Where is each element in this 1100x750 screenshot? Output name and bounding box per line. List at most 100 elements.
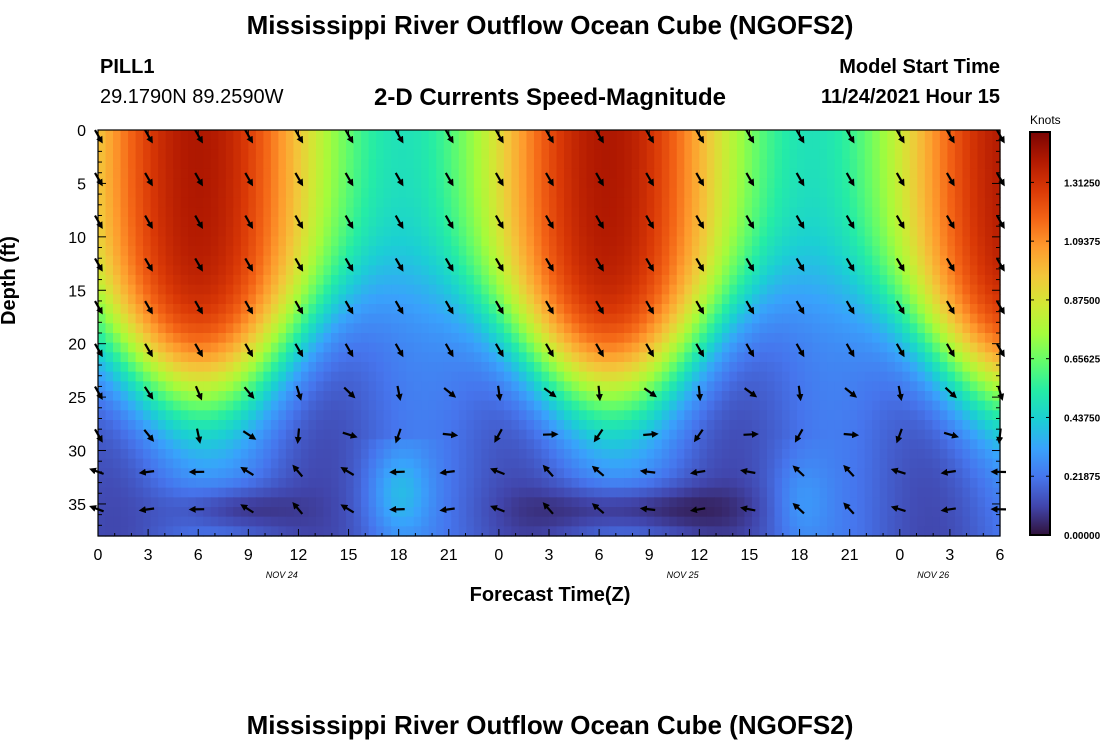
heatmap-cell <box>338 458 347 469</box>
heatmap-cell <box>932 304 941 315</box>
heatmap-cell <box>518 333 528 344</box>
heatmap-cell <box>308 429 317 440</box>
heatmap-cell <box>300 342 310 353</box>
heatmap-cell <box>932 149 941 160</box>
heatmap-cell <box>421 507 430 518</box>
heatmap-cell <box>661 207 670 218</box>
heatmap-cell <box>894 458 903 469</box>
heatmap-cell <box>443 139 452 150</box>
heatmap-cell <box>368 439 377 450</box>
heatmap-cell <box>699 381 708 392</box>
heatmap-cell <box>819 178 828 189</box>
heatmap-cell <box>195 236 204 247</box>
heatmap-cell <box>443 371 452 382</box>
heatmap-cell <box>902 284 911 295</box>
heatmap-cell <box>511 139 520 150</box>
heatmap-cell <box>969 217 979 228</box>
heatmap-cell <box>556 497 565 508</box>
heatmap-cell <box>909 149 918 160</box>
heatmap-cell <box>466 420 475 431</box>
heatmap-cell <box>263 497 272 508</box>
heatmap-cell <box>270 226 279 237</box>
heatmap-cell <box>526 323 535 334</box>
heatmap-cell <box>579 217 588 228</box>
heatmap-cell <box>782 149 791 160</box>
heatmap-cell <box>902 333 911 344</box>
heatmap-cell <box>766 478 776 489</box>
heatmap-cell <box>113 507 122 518</box>
heatmap-cell <box>684 226 693 237</box>
heatmap-cell <box>804 226 813 237</box>
heatmap-cell <box>924 265 933 276</box>
heatmap-cell <box>872 342 881 353</box>
heatmap-cell <box>285 207 295 218</box>
heatmap-cell <box>932 420 941 431</box>
heatmap-cell <box>240 516 249 527</box>
heatmap-cell <box>661 188 670 199</box>
heatmap-cell <box>977 159 986 170</box>
heatmap-cell <box>511 391 520 402</box>
heatmap-cell <box>315 487 325 498</box>
heatmap-cell <box>331 487 340 498</box>
heatmap-cell <box>872 516 881 527</box>
heatmap-cell <box>842 159 851 170</box>
heatmap-cell <box>962 217 971 228</box>
heatmap-cell <box>977 188 986 199</box>
heatmap-cell <box>857 246 866 257</box>
heatmap-cell <box>849 439 858 450</box>
heatmap-cell <box>977 371 986 382</box>
heatmap-cell <box>173 130 182 141</box>
heatmap-cell <box>729 391 738 402</box>
heatmap-cell <box>812 313 821 324</box>
heatmap-cell <box>368 197 377 208</box>
heatmap-cell <box>661 391 670 402</box>
heatmap-cell <box>827 159 836 170</box>
heatmap-cell <box>909 313 918 324</box>
heatmap-cell <box>443 420 452 431</box>
heatmap-cell <box>624 400 633 411</box>
heatmap-cell <box>248 207 257 218</box>
heatmap-cell <box>233 333 242 344</box>
heatmap-cell <box>932 168 941 179</box>
heatmap-cell <box>849 458 858 469</box>
heatmap-cell <box>473 149 482 160</box>
heatmap-cell <box>902 507 911 518</box>
heatmap-cell <box>699 507 708 518</box>
heatmap-cell <box>421 304 430 315</box>
heatmap-cell <box>368 130 377 141</box>
heatmap-cell <box>158 159 167 170</box>
heatmap-cell <box>759 449 768 460</box>
heatmap-cell <box>661 478 670 489</box>
heatmap-cell <box>143 246 152 257</box>
heatmap-cell <box>766 178 776 189</box>
heatmap-cell <box>128 217 137 228</box>
heatmap-cell <box>496 149 505 160</box>
heatmap-cell <box>579 478 588 489</box>
heatmap-cell <box>729 246 738 257</box>
heatmap-cell <box>511 458 520 469</box>
heatmap-cell <box>909 362 918 373</box>
heatmap-cell <box>842 449 851 460</box>
heatmap-cell <box>939 410 948 421</box>
heatmap-cell <box>661 449 670 460</box>
heatmap-cell <box>827 371 836 382</box>
heatmap-cell <box>270 468 279 479</box>
heatmap-cell <box>556 410 565 421</box>
heatmap-cell <box>872 207 881 218</box>
heatmap-cell <box>376 265 385 276</box>
heatmap-cell <box>473 313 482 324</box>
heatmap-cell <box>315 439 325 450</box>
heatmap-cell <box>421 323 430 334</box>
heatmap-cell <box>579 255 588 266</box>
heatmap-cell <box>691 226 700 237</box>
heatmap-cell <box>346 159 355 170</box>
heatmap-cell <box>992 275 1001 286</box>
heatmap-cell <box>218 400 227 411</box>
heatmap-cell <box>812 139 821 150</box>
heatmap-cell <box>774 478 783 489</box>
heatmap-cell <box>992 217 1001 228</box>
heatmap-cell <box>421 458 430 469</box>
heatmap-cell <box>571 439 580 450</box>
heatmap-cell <box>984 381 994 392</box>
heatmap-cell <box>391 226 400 237</box>
